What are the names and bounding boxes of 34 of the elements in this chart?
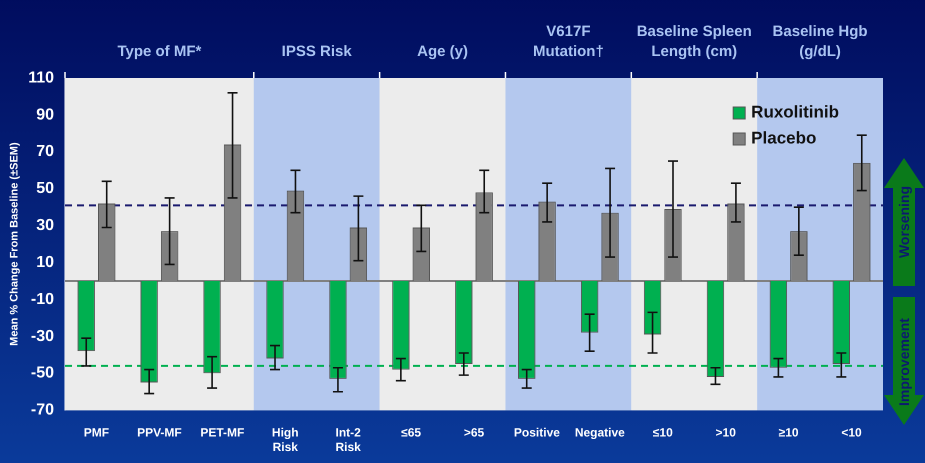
x-tick-label: Int-2 Risk <box>335 426 362 454</box>
x-tick-label: <10 <box>841 426 862 440</box>
x-tick-label: PMF <box>84 426 110 440</box>
y-tick-label: -10 <box>30 290 54 308</box>
x-tick-label: ≥10 <box>778 426 799 440</box>
text: Improvement <box>896 318 912 406</box>
y-tick-label: 90 <box>36 106 54 124</box>
text: Worsening <box>896 186 912 258</box>
y-axis-title: Mean % Change From Baseline (±SEM) <box>8 142 21 346</box>
x-tick-label: ≤10 <box>652 426 674 440</box>
x-tick-label: >65 <box>464 426 485 440</box>
band-label: IPSS Risk <box>282 43 352 60</box>
y-tick-label: 10 <box>36 254 54 271</box>
x-tick-label: ≤65 <box>401 426 422 440</box>
band-label: V617F Mutation† <box>532 23 604 60</box>
band-label: Baseline Spleen Length (cm) <box>636 23 752 60</box>
y-tick-label: -30 <box>30 328 54 345</box>
band-label: Type of MF* <box>117 43 202 60</box>
band-label: Age (y) <box>417 43 468 60</box>
legend-label: Ruxolitinib <box>751 102 840 122</box>
x-tick-label: Negative <box>574 426 626 440</box>
band-label: Baseline Hgb (g/dL) <box>772 23 868 60</box>
y-tick-label: 110 <box>28 69 54 86</box>
y-tick-label: 50 <box>36 180 54 198</box>
x-tick-label: Positive <box>514 426 560 440</box>
x-tick-label: >10 <box>716 426 736 440</box>
x-tick-label: PET-MF <box>200 426 244 440</box>
x-tick-label: PPV-MF <box>137 426 182 440</box>
x-tick-label: High Risk <box>272 426 299 454</box>
legend-label: Placebo <box>751 128 816 148</box>
y-tick-label: 70 <box>36 143 54 160</box>
y-tick-label: -50 <box>30 364 54 382</box>
y-tick-label: 30 <box>36 217 54 234</box>
y-tick-label: -70 <box>30 402 54 419</box>
